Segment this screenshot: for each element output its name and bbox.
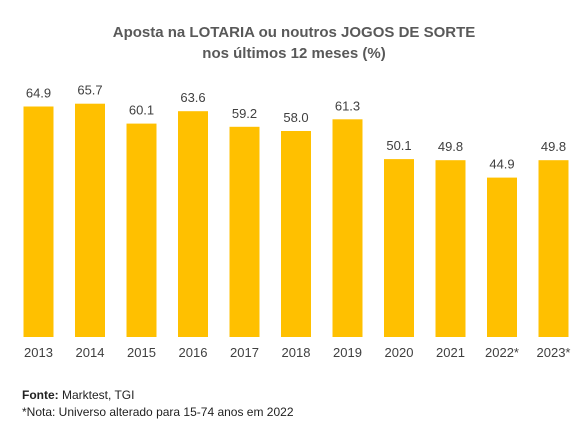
value-label-2014: 65.7 bbox=[77, 83, 102, 98]
x-tick-label-2023-star: 2023* bbox=[537, 345, 571, 360]
value-label-2019: 61.3 bbox=[335, 98, 360, 113]
bar-2015 bbox=[126, 123, 157, 337]
x-tick-label-2022-star: 2022* bbox=[485, 345, 519, 360]
footnote: *Nota: Universo alterado para 15-74 anos… bbox=[22, 405, 294, 419]
bar-2013 bbox=[23, 106, 54, 337]
source-label: Fonte: bbox=[22, 388, 59, 402]
bar-2020 bbox=[384, 159, 414, 337]
bar-2014 bbox=[75, 103, 105, 337]
bar-2016 bbox=[178, 111, 208, 337]
x-tick-label-2017: 2017 bbox=[230, 345, 259, 360]
value-label-2018: 58.0 bbox=[283, 110, 308, 125]
chart-title-line-2: nos últimos 12 meses (%) bbox=[202, 45, 386, 62]
x-tick-label-2016: 2016 bbox=[179, 345, 208, 360]
bar-2021 bbox=[435, 160, 466, 337]
bar-2022-star bbox=[487, 177, 517, 337]
bars-group bbox=[23, 103, 569, 337]
bar-2017 bbox=[229, 126, 260, 337]
value-label-2022-star: 44.9 bbox=[489, 157, 514, 172]
x-tick-label-2015: 2015 bbox=[127, 345, 156, 360]
x-tick-label-2020: 2020 bbox=[385, 345, 414, 360]
x-tick-label-2021: 2021 bbox=[436, 345, 465, 360]
x-tick-label-2018: 2018 bbox=[282, 345, 311, 360]
source-text: Marktest, TGI bbox=[62, 388, 135, 402]
chart-title: Aposta na LOTARIA ou noutros JOGOS DE SO… bbox=[0, 22, 588, 64]
bar-2018 bbox=[281, 131, 311, 337]
value-label-2021: 49.8 bbox=[438, 139, 463, 154]
bar-2023-star bbox=[538, 160, 569, 337]
value-label-2023-star: 49.8 bbox=[541, 139, 566, 154]
x-tick-labels-group: 2013 2014 2015 2016 2017 2018 2019 2020 2021 2022… bbox=[24, 345, 570, 360]
x-tick-label-2019: 2019 bbox=[333, 345, 362, 360]
chart-title-line-1: Aposta na LOTARIA ou noutros JOGOS DE SO… bbox=[112, 24, 476, 41]
source-note: Fonte: Marktest, TGI bbox=[22, 388, 134, 402]
value-label-2015: 60.1 bbox=[129, 103, 154, 118]
value-labels-group: 64.9 65.7 60.1 63.6 59.2 58.0 61.3 50.1 49.8 44.9… bbox=[26, 83, 566, 172]
x-tick-label-2013: 2013 bbox=[24, 345, 53, 360]
value-label-2017: 59.2 bbox=[232, 106, 257, 121]
value-label-2013: 64.9 bbox=[26, 86, 51, 101]
x-tick-label-2014: 2014 bbox=[76, 345, 105, 360]
value-label-2016: 63.6 bbox=[180, 90, 205, 105]
bar-2019 bbox=[332, 119, 363, 337]
value-label-2020: 50.1 bbox=[386, 138, 411, 153]
